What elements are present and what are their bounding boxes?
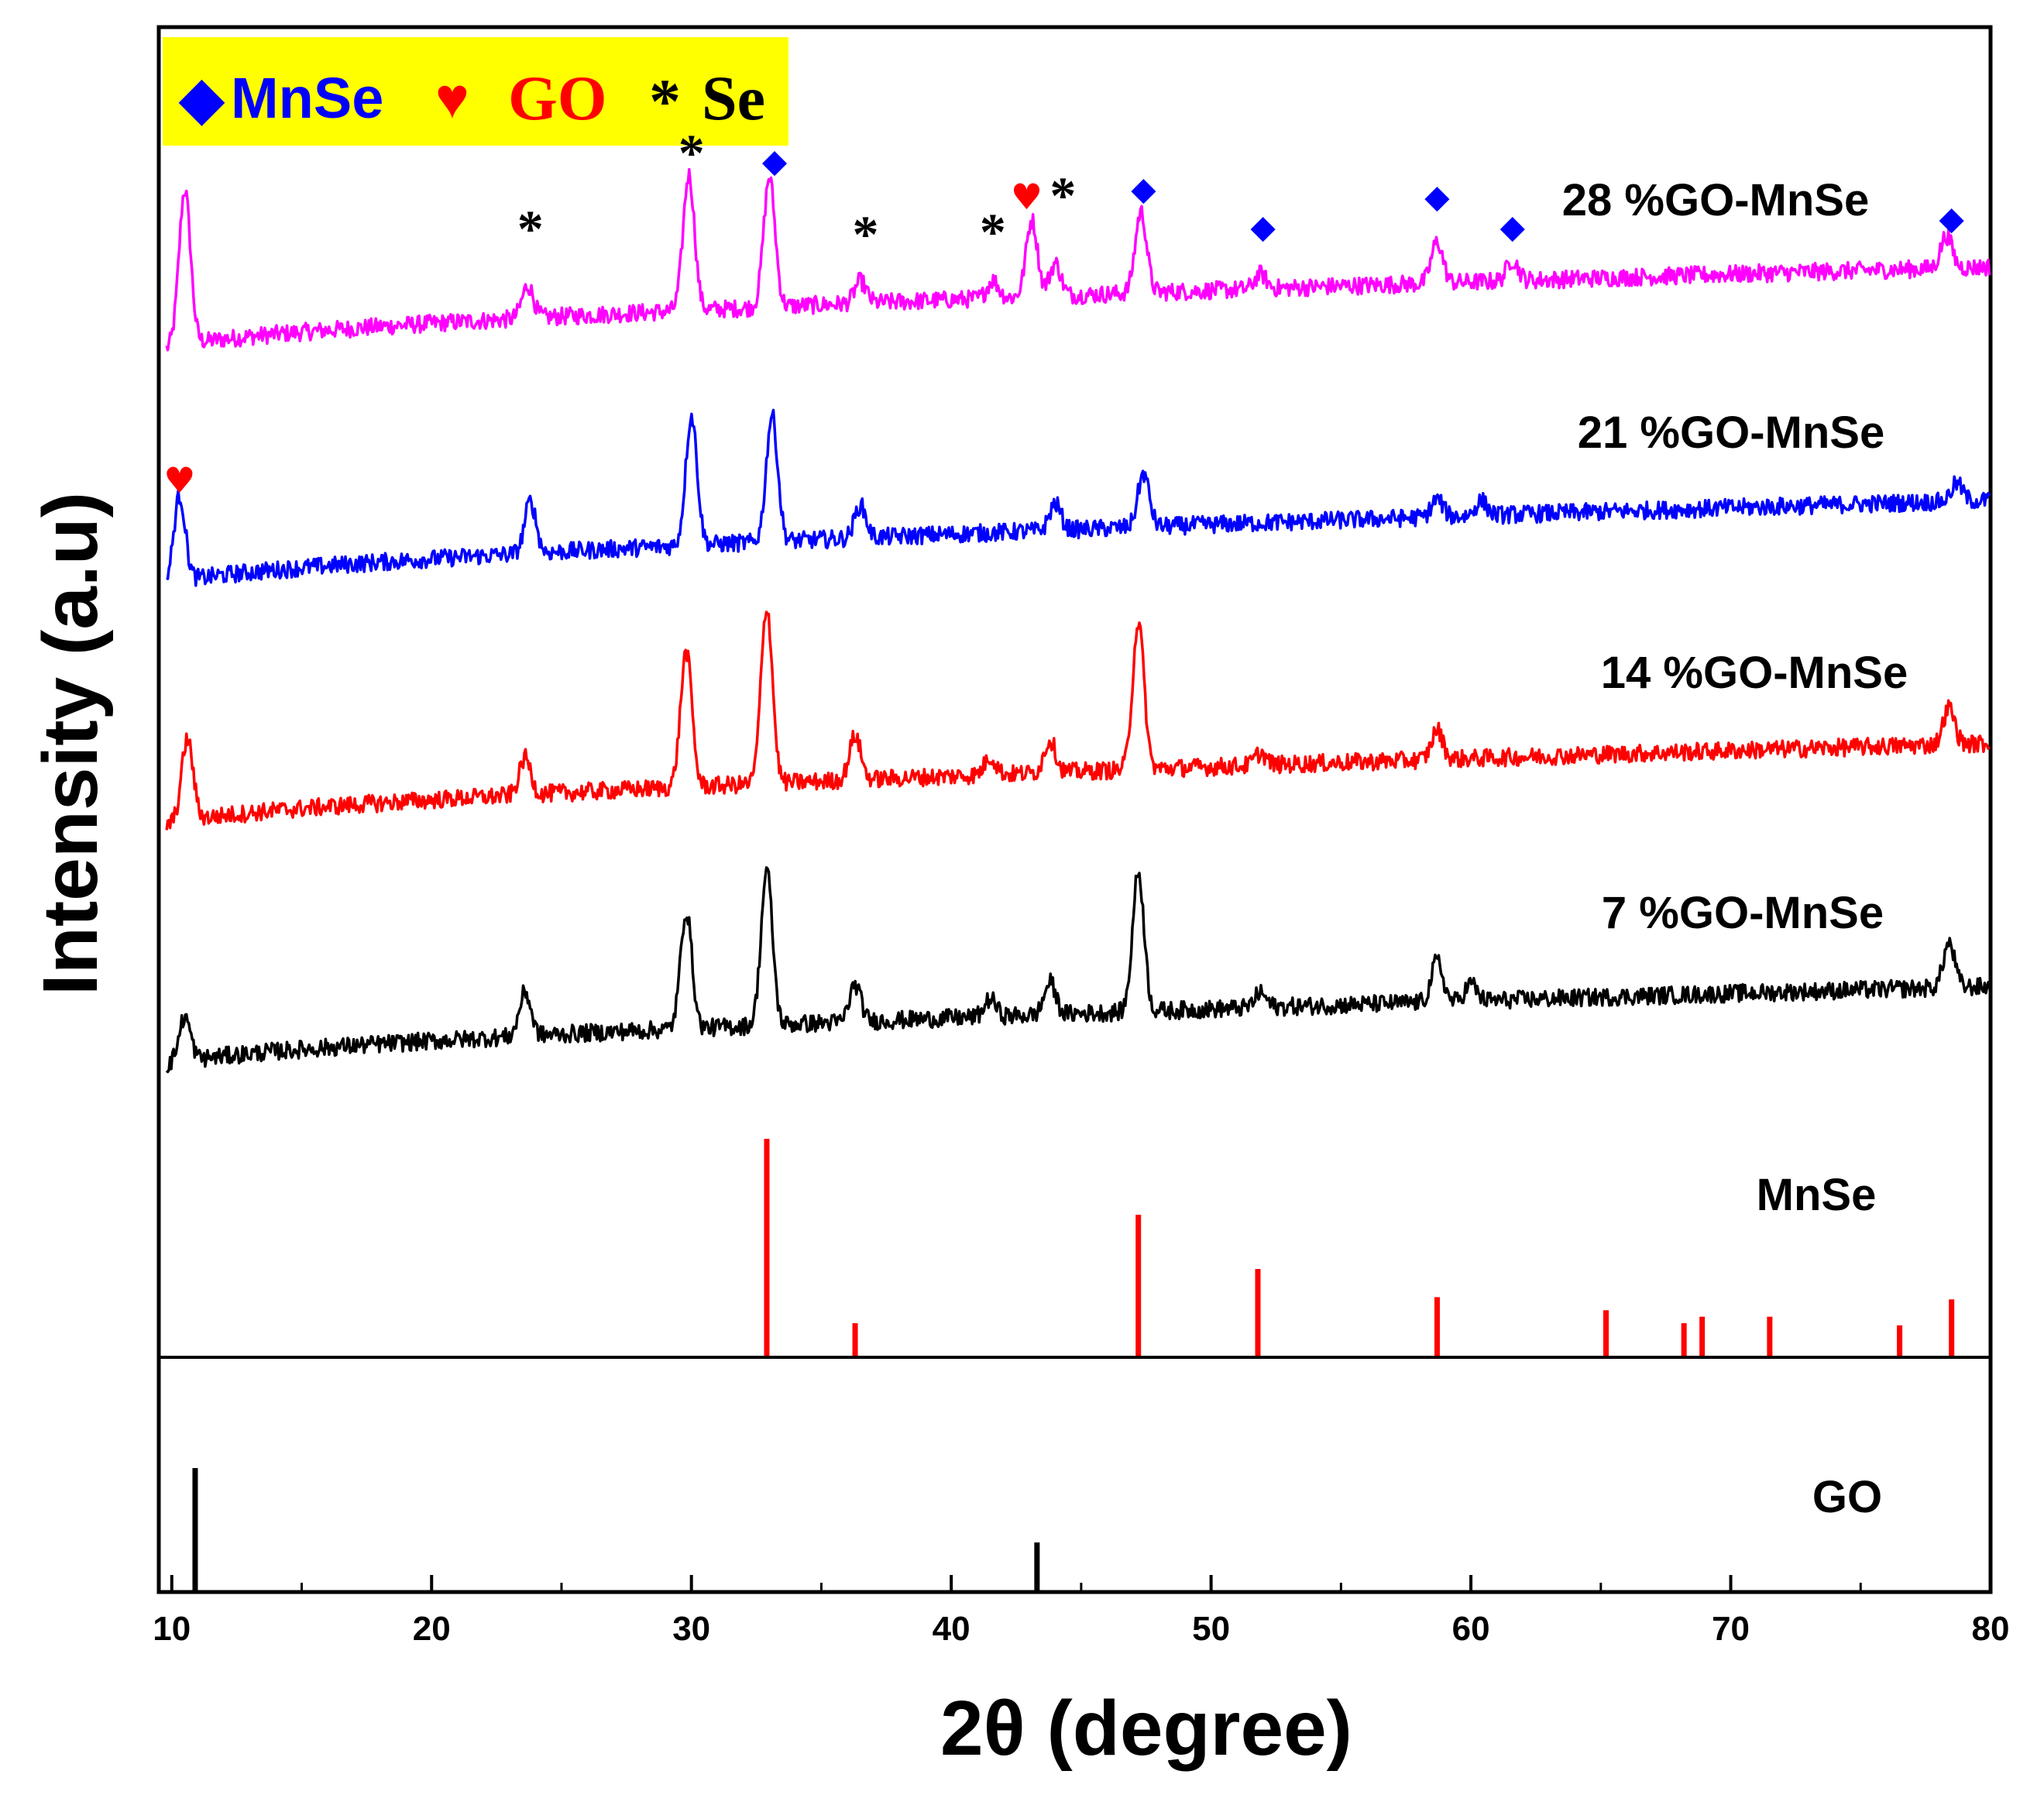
legend: ◆ MnSe ♥ GO * Se bbox=[163, 37, 788, 146]
y-axis-title: Intensity (a.u) bbox=[27, 492, 114, 996]
legend-mnse-label: MnSe bbox=[231, 66, 383, 130]
peak-marker: ◆ bbox=[1131, 170, 1156, 208]
legend-box bbox=[163, 37, 788, 146]
trace-labels: 28 %GO-MnSe 21 %GO-MnSe 14 %GO-MnSe 7 %GO-M… bbox=[1562, 175, 1908, 1522]
peak-markers: ** ◆* *♥ * ◆◆◆◆ ◆♥ bbox=[163, 123, 1964, 501]
trace-label-1: 28 %GO-MnSe bbox=[1562, 175, 1869, 225]
x-tick-label: 60 bbox=[1452, 1610, 1490, 1648]
x-tick-label: 40 bbox=[933, 1610, 970, 1648]
peak-marker: ♥ bbox=[163, 459, 195, 501]
legend-go-symbol: ♥ bbox=[435, 66, 469, 130]
trace-2 bbox=[165, 408, 1991, 587]
legend-se-symbol: * bbox=[649, 66, 681, 136]
peak-marker: ◆ bbox=[1500, 208, 1526, 246]
peak-marker: ◆ bbox=[1251, 208, 1276, 246]
trace-3 bbox=[165, 610, 1991, 830]
peak-marker: * bbox=[1049, 166, 1076, 225]
reference-patterns bbox=[192, 1139, 1955, 1592]
peak-marker: ◆ bbox=[1939, 199, 1965, 237]
x-axis-title: 2θ (degree) bbox=[940, 1685, 1352, 1772]
x-tick-label: 20 bbox=[413, 1610, 451, 1648]
peak-marker: ◆ bbox=[1424, 177, 1450, 215]
reference-label-mnse: MnSe bbox=[1757, 1170, 1877, 1220]
x-axis: 10 20 30 40 50 60 70 80 bbox=[153, 1575, 2009, 1648]
peak-marker: * bbox=[852, 205, 878, 263]
peak-marker: * bbox=[517, 199, 544, 258]
x-tick-label: 80 bbox=[1972, 1610, 2010, 1648]
trace-label-3: 14 %GO-MnSe bbox=[1601, 648, 1908, 698]
x-tick-label: 70 bbox=[1712, 1610, 1750, 1648]
peak-marker: ◆ bbox=[762, 142, 788, 180]
x-tick-label: 30 bbox=[672, 1610, 710, 1648]
peak-marker: * bbox=[980, 202, 1006, 261]
x-tick-label: 10 bbox=[153, 1610, 191, 1648]
traces bbox=[165, 167, 1991, 1074]
x-tick-label: 50 bbox=[1192, 1610, 1230, 1648]
trace-4 bbox=[165, 866, 1991, 1074]
trace-label-4: 7 %GO-MnSe bbox=[1602, 888, 1884, 938]
legend-se-label: Se bbox=[702, 63, 765, 133]
peak-marker: * bbox=[678, 123, 705, 182]
trace-1 bbox=[165, 167, 1991, 352]
peak-marker: ♥ bbox=[1011, 176, 1043, 218]
legend-mnse-symbol: ◆ bbox=[178, 66, 225, 130]
legend-go-label: GO bbox=[508, 63, 607, 133]
trace-label-2: 21 %GO-MnSe bbox=[1578, 407, 1884, 458]
plot-frame bbox=[156, 25, 1993, 1594]
reference-label-go: GO bbox=[1812, 1472, 1882, 1522]
